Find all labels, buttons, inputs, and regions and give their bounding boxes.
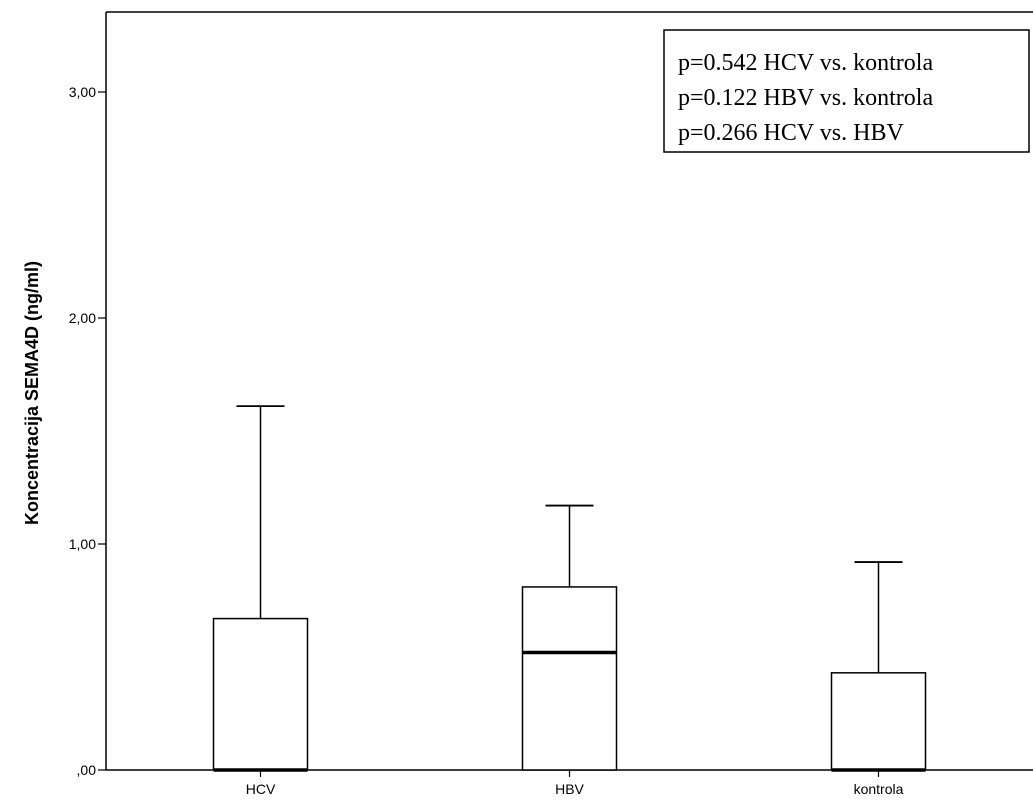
x-tick-label: HBV xyxy=(555,781,584,797)
box xyxy=(830,672,927,771)
box xyxy=(212,617,309,771)
x-tick-label: kontrola xyxy=(854,781,904,797)
legend-line: p=0.542 HCV vs. kontrola xyxy=(678,50,933,76)
y-tick-label: 3,00 xyxy=(69,84,96,100)
x-axis-ticks: HCV HBV kontrola xyxy=(246,770,904,797)
p-value-legend: p=0.542 HCV vs. kontrola p=0.122 HBV vs.… xyxy=(663,29,1030,153)
y-tick-label: ,00 xyxy=(77,762,97,778)
y-axis-title: Koncentracija SEMA4D (ng/ml) xyxy=(22,261,42,525)
box xyxy=(521,586,618,771)
y-tick-label: 1,00 xyxy=(69,536,96,552)
legend-line: p=0.122 HBV vs. kontrola xyxy=(678,85,933,111)
legend-line: p=0.266 HCV vs. HBV xyxy=(678,120,904,146)
x-tick-label: HCV xyxy=(246,781,276,797)
legend-box xyxy=(663,29,1030,153)
boxes-group xyxy=(212,405,927,772)
y-axis-ticks: ,00 1,00 2,00 3,00 xyxy=(69,84,106,778)
y-tick-label: 2,00 xyxy=(69,310,96,326)
